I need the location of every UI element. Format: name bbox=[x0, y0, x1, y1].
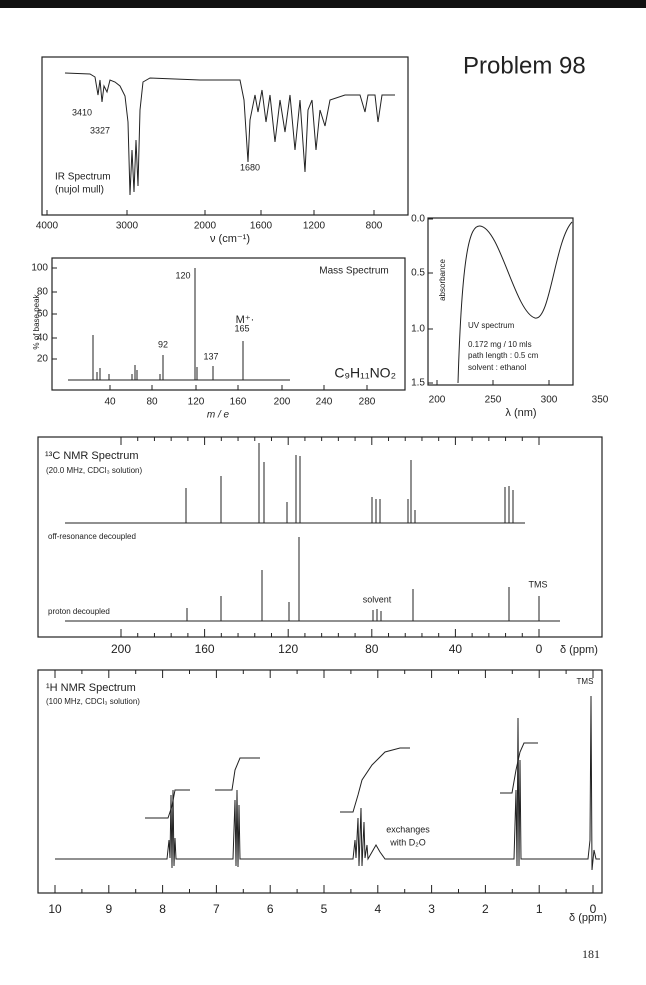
x-axis-label: δ (ppm) bbox=[560, 644, 598, 656]
y-axis-label: absorbance bbox=[438, 259, 447, 301]
x-tick-label: 160 bbox=[230, 397, 247, 408]
x-tick-label: 0 bbox=[536, 642, 543, 656]
spectrum-name: ¹³C NMR Spectrum bbox=[45, 450, 139, 462]
uv-trace bbox=[457, 221, 573, 384]
h1-trace bbox=[55, 695, 600, 871]
spectrum-name: Mass Spectrum bbox=[319, 266, 388, 277]
x-tick-label: 40 bbox=[449, 642, 463, 656]
x-tick-label: 6 bbox=[267, 902, 274, 916]
h1-integral bbox=[145, 742, 538, 819]
spectrum-conditions: (100 MHz, CDCl₃ solution) bbox=[46, 697, 140, 706]
x-tick-label: 0 bbox=[590, 902, 597, 916]
x-tick-label: 7 bbox=[213, 902, 220, 916]
reference-label: TMS bbox=[529, 579, 548, 589]
annotation: exchanges bbox=[386, 824, 430, 834]
x-tick-label: 3 bbox=[428, 902, 435, 916]
x-tick-label: 1600 bbox=[250, 221, 273, 232]
uv-note: 0.172 mg / 10 mls bbox=[468, 340, 532, 349]
x-tick-label: 80 bbox=[146, 397, 158, 408]
ir-frame bbox=[41, 56, 409, 216]
trace-label: off-resonance decoupled bbox=[48, 532, 136, 541]
x-tick-label: 250 bbox=[485, 395, 502, 406]
x-tick-label: 160 bbox=[195, 642, 215, 656]
solvent-label: solvent bbox=[363, 594, 392, 604]
page-number: 181 bbox=[582, 947, 600, 961]
annotation: with D₂O bbox=[389, 837, 426, 847]
x-tick-label: 200 bbox=[111, 642, 131, 656]
x-tick-label: 2000 bbox=[194, 221, 217, 232]
peak-label: 92 bbox=[158, 339, 168, 349]
peak-label: 137 bbox=[203, 351, 218, 361]
c13-decoupled-trace bbox=[65, 537, 560, 622]
y-tick-label: 0.5 bbox=[411, 268, 425, 279]
molecular-ion-label: M⁺· bbox=[236, 314, 255, 326]
y-tick-label: 0.0 bbox=[411, 214, 425, 225]
spectrum-name: ¹H NMR Spectrum bbox=[46, 682, 136, 694]
x-tick-label: 120 bbox=[278, 642, 298, 656]
spectrum-medium: (nujol mull) bbox=[55, 185, 104, 196]
uv-note: path length : 0.5 cm bbox=[468, 351, 539, 360]
uv-frame bbox=[427, 217, 574, 386]
x-axis-label: δ (ppm) bbox=[569, 912, 607, 924]
y-tick-label: 100 bbox=[31, 263, 48, 274]
x-tick-label: 1200 bbox=[303, 221, 326, 232]
reference-label: TMS bbox=[577, 677, 594, 686]
y-tick-label: 20 bbox=[37, 354, 49, 365]
page-title: Problem 98 bbox=[463, 52, 586, 79]
x-axis-label: ν (cm⁻¹) bbox=[210, 233, 250, 245]
ir-trace bbox=[64, 72, 395, 196]
mass-frame bbox=[51, 257, 406, 391]
c13-offres-trace bbox=[65, 443, 525, 524]
trace-label: proton decoupled bbox=[48, 607, 110, 616]
formula: C₉H₁₁NO₂ bbox=[334, 365, 396, 381]
y-tick-label: 1.0 bbox=[411, 324, 425, 335]
x-axis-label: m / e bbox=[207, 410, 230, 421]
uv-note: solvent : ethanol bbox=[468, 363, 526, 372]
peak-label: 3327 bbox=[90, 125, 110, 135]
peak-label: 3410 bbox=[72, 107, 92, 117]
x-tick-label: 200 bbox=[274, 397, 291, 408]
x-tick-label: 80 bbox=[365, 642, 379, 656]
x-tick-label: 200 bbox=[429, 395, 446, 406]
x-tick-label: 2 bbox=[482, 902, 489, 916]
x-tick-label: 350 bbox=[592, 395, 609, 406]
x-tick-label: 4 bbox=[374, 902, 381, 916]
uv-note: UV spectrum bbox=[468, 321, 515, 330]
spectrum-conditions: (20.0 MHz, CDCl₃ solution) bbox=[46, 466, 143, 475]
peak-label: 120 bbox=[175, 270, 190, 280]
x-tick-label: 5 bbox=[321, 902, 328, 916]
x-axis-label: λ (nm) bbox=[505, 407, 536, 419]
x-tick-label: 240 bbox=[316, 397, 333, 408]
x-tick-label: 10 bbox=[48, 902, 62, 916]
x-tick-label: 300 bbox=[541, 395, 558, 406]
x-tick-label: 1 bbox=[536, 902, 543, 916]
x-tick-label: 280 bbox=[359, 397, 376, 408]
c13-frame bbox=[37, 436, 603, 638]
peak-label: 1680 bbox=[240, 162, 260, 172]
y-axis-label: % of base peak bbox=[32, 293, 41, 349]
x-tick-label: 8 bbox=[159, 902, 166, 916]
top-bar bbox=[0, 0, 646, 8]
spectrum-name: IR Spectrum bbox=[55, 172, 111, 183]
mass-peaks bbox=[92, 268, 244, 380]
peak-label: 165 bbox=[234, 323, 249, 333]
x-tick-label: 120 bbox=[188, 397, 205, 408]
h1-frame bbox=[37, 669, 603, 894]
x-tick-label: 40 bbox=[104, 397, 116, 408]
x-tick-label: 4000 bbox=[36, 221, 59, 232]
y-tick-label: 1.5 bbox=[411, 378, 425, 389]
x-tick-label: 800 bbox=[366, 221, 383, 232]
y-tick-label: 60 bbox=[37, 309, 49, 320]
x-tick-label: 9 bbox=[105, 902, 112, 916]
x-tick-label: 3000 bbox=[116, 221, 139, 232]
y-tick-label: 80 bbox=[37, 287, 49, 298]
y-tick-label: 40 bbox=[37, 333, 49, 344]
